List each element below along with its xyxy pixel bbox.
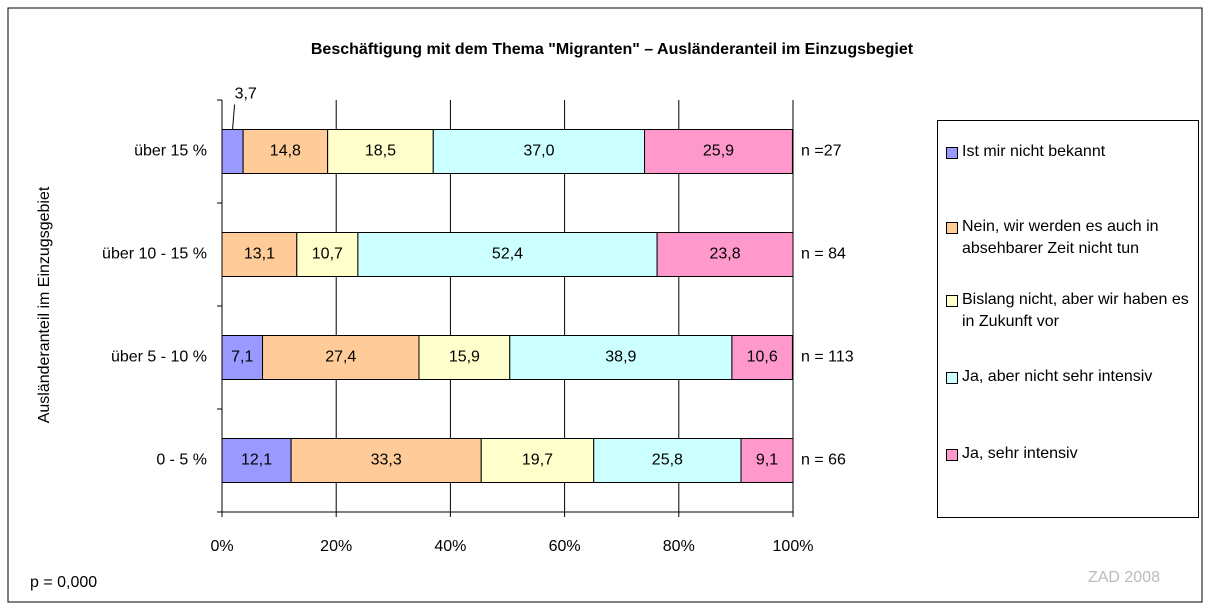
data-label: 13,1 [244,246,275,263]
data-label: 7,1 [231,349,253,366]
legend-item: Ja, sehr intensiv [946,443,1198,465]
data-label: 33,3 [371,452,402,469]
legend-swatch [946,372,958,384]
y-tick-label: über 10 - 15 % [102,246,207,263]
y-tick-label: 0 - 5 % [156,452,207,469]
bar-segment [480,438,595,483]
chart-title: Beschäftigung mit dem Thema "Migranten" … [311,41,914,58]
legend-label: Nein, wir werden es auch in absehbarer Z… [962,218,1159,257]
x-tick-label: 40% [434,538,466,555]
bar-segment [221,335,264,380]
data-label: 19,7 [522,452,553,469]
legend-item: Ja, aber nicht sehr intensiv [946,366,1198,388]
legend-item: Ist mir nicht bekannt [946,141,1198,163]
data-label: 23,8 [709,246,740,263]
n-label: n =27 [801,143,842,160]
data-label: 15,9 [449,349,480,366]
legend-swatch [946,295,958,307]
footnote: p = 0,000 [30,574,97,591]
legend-swatch [946,147,958,159]
data-label: 52,4 [492,246,523,263]
legend-swatch [946,222,958,234]
data-label: 38,9 [605,349,636,366]
data-label: 27,4 [325,349,356,366]
x-tick-label: 80% [663,538,695,555]
bar-segment [262,335,420,380]
legend: Ist mir nicht bekannt Nein, wir werden es… [937,120,1199,518]
bar-segment [221,232,298,277]
chart-border [7,7,1203,603]
data-label: 18,5 [365,143,396,160]
data-label: 25,9 [703,143,734,160]
data-label: 25,8 [652,452,683,469]
bar-segment [740,438,794,483]
bar-segment [357,232,658,277]
x-tick-label: 100% [773,538,814,555]
x-tick-label: 0% [210,538,233,555]
legend-label: Bislang nicht, aber wir haben es in Zuku… [962,291,1189,330]
bar-segment [656,232,794,277]
legend-item: Bislang nicht, aber wir haben es in Zuku… [946,289,1198,333]
bar-segment [296,232,359,277]
label-leader [232,104,236,130]
legend-label: Ja, aber nicht sehr intensiv [962,368,1153,385]
bar-segment [432,129,646,174]
data-label: 3,7 [235,86,257,103]
x-tick-label: 60% [549,538,581,555]
legend-swatch [946,449,958,461]
data-label: 37,0 [523,143,554,160]
bar-segment [221,129,244,174]
bar-segment [731,335,793,380]
y-axis-label: Ausländeranteil im Einzugsgebiet [36,186,53,423]
n-label: n = 66 [801,452,846,469]
source: ZAD 2008 [1088,569,1160,586]
x-tick-label: 20% [320,538,352,555]
n-label: n = 113 [801,349,854,366]
data-label: 12,1 [241,452,272,469]
bar-segment [221,438,292,483]
bar-segment [327,129,434,174]
data-label: 10,7 [312,246,343,263]
legend-label: Ist mir nicht bekannt [962,143,1106,160]
y-tick-label: über 5 - 10 % [111,349,207,366]
data-label: 14,8 [270,143,301,160]
n-label: n = 84 [801,246,846,263]
y-tick-label: über 15 % [134,143,207,160]
data-label: 9,1 [756,452,778,469]
legend-item: Nein, wir werden es auch in absehbarer Z… [946,216,1198,260]
legend-label: Ja, sehr intensiv [962,445,1078,462]
bar-segment [593,438,742,483]
data-label: 10,6 [747,349,778,366]
bar-segment [644,129,793,174]
